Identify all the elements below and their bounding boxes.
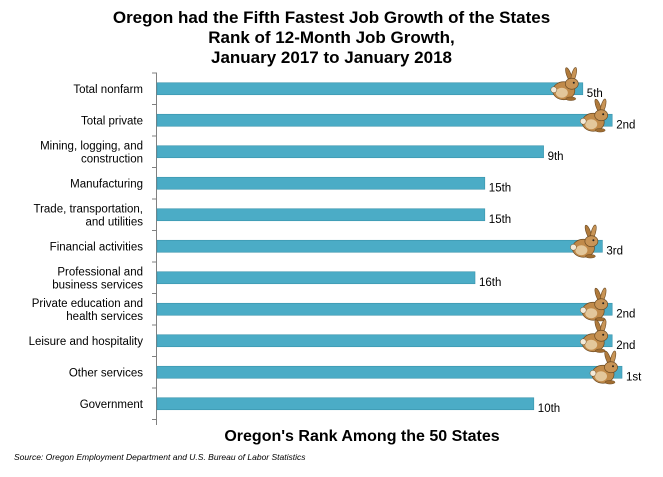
data-label: 3rd — [606, 245, 623, 257]
bar — [156, 302, 613, 316]
category-label: Professional and business services — [52, 266, 143, 291]
data-labels: 5th 2nd 9th 15th 15th 3rd 16th 2nd 2nd 1st 10th — [479, 88, 642, 415]
title-line-1: Oregon had the Fifth Fastest Job Growth … — [112, 8, 551, 27]
data-label: 1st — [626, 371, 642, 383]
category-label: Leisure and hospitality — [29, 336, 144, 348]
bar — [156, 334, 613, 348]
bar — [156, 145, 544, 159]
y-axis-ticks — [152, 72, 157, 420]
category-label: Mining, logging, and construction — [40, 140, 143, 165]
data-label: 2nd — [616, 340, 635, 352]
title-line-2: Rank of 12-Month Job Growth, — [208, 28, 455, 47]
data-label: 15th — [489, 182, 511, 194]
category-label: Total private — [81, 115, 143, 127]
category-label: Total nonfarm — [73, 84, 143, 96]
data-label: 5th — [587, 88, 603, 100]
chart-title: Oregon had the Fifth Fastest Job Growth … — [0, 8, 663, 68]
data-label: 10th — [538, 403, 560, 415]
bars — [156, 82, 623, 411]
category-label: Other services — [69, 367, 143, 379]
data-label: 16th — [479, 277, 501, 289]
bar — [156, 397, 535, 411]
bar — [156, 365, 623, 379]
x-axis-label: Oregon's Rank Among the 50 States — [224, 428, 499, 445]
category-label: Manufacturing — [70, 178, 143, 190]
bar — [156, 82, 584, 96]
category-labels: Total nonfarm Total private Mining, loggin… — [29, 84, 144, 411]
category-label: Private education and health services — [32, 298, 143, 323]
data-label: 2nd — [616, 308, 635, 320]
bar — [156, 239, 603, 253]
source-note: Source: Oregon Employment Department and… — [14, 452, 306, 462]
bar — [156, 113, 613, 127]
title-line-3: January 2017 to January 2018 — [211, 48, 452, 67]
bar — [156, 176, 486, 190]
data-label: 9th — [548, 151, 564, 163]
category-label: Trade, transportation, and utilities — [33, 203, 143, 228]
bar — [156, 208, 486, 222]
bar — [156, 271, 476, 285]
category-label: Government — [80, 399, 144, 411]
category-label: Financial activities — [50, 241, 144, 253]
data-label: 2nd — [616, 119, 635, 131]
data-label: 15th — [489, 214, 511, 226]
